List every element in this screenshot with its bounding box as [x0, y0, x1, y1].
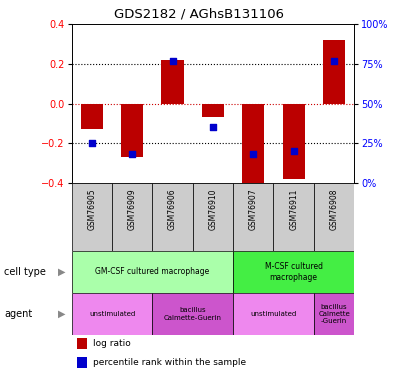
Bar	[233, 183, 273, 251]
Text: GM-CSF cultured macrophage: GM-CSF cultured macrophage	[95, 267, 209, 276]
Point	[210, 124, 216, 130]
Bar	[233, 251, 354, 293]
Text: GDS2182 / AGhsB131106: GDS2182 / AGhsB131106	[114, 7, 284, 20]
Text: GSM76910: GSM76910	[209, 189, 217, 230]
Bar	[77, 357, 87, 368]
Bar	[273, 183, 314, 251]
Text: ▶: ▶	[58, 309, 65, 319]
Point	[291, 148, 297, 154]
Bar	[121, 104, 143, 157]
Bar	[283, 104, 305, 179]
Text: GSM76906: GSM76906	[168, 189, 177, 230]
Bar	[314, 183, 354, 251]
Bar	[233, 293, 314, 335]
Bar	[202, 104, 224, 117]
Bar	[152, 293, 233, 335]
Text: GSM76908: GSM76908	[330, 189, 339, 230]
Text: log ratio: log ratio	[93, 339, 131, 348]
Text: GSM76909: GSM76909	[128, 189, 137, 230]
Text: bacillus
Calmette
-Guerin: bacillus Calmette -Guerin	[318, 304, 350, 324]
Bar	[323, 40, 345, 104]
Bar	[242, 104, 264, 187]
Text: GSM76911: GSM76911	[289, 189, 298, 230]
Bar	[152, 183, 193, 251]
Point	[89, 140, 95, 146]
Bar	[72, 251, 233, 293]
Point	[250, 152, 256, 157]
Bar	[314, 293, 354, 335]
Bar	[81, 104, 103, 129]
Bar	[72, 183, 112, 251]
Text: M-CSF cultured
macrophage: M-CSF cultured macrophage	[265, 262, 323, 282]
Bar	[112, 183, 152, 251]
Text: GSM76905: GSM76905	[87, 189, 96, 230]
Point	[331, 58, 337, 64]
Text: bacillus
Calmette-Guerin: bacillus Calmette-Guerin	[164, 308, 222, 321]
Text: unstimulated: unstimulated	[250, 311, 297, 317]
Text: cell type: cell type	[4, 267, 46, 277]
Bar	[193, 183, 233, 251]
Point	[129, 152, 135, 157]
Text: unstimulated: unstimulated	[89, 311, 135, 317]
Text: GSM76907: GSM76907	[249, 189, 258, 230]
Bar	[77, 338, 87, 349]
Point	[170, 58, 176, 64]
Text: ▶: ▶	[58, 267, 65, 277]
Text: agent: agent	[4, 309, 32, 319]
Text: percentile rank within the sample: percentile rank within the sample	[93, 358, 246, 367]
Bar	[72, 293, 152, 335]
Bar	[162, 60, 183, 104]
